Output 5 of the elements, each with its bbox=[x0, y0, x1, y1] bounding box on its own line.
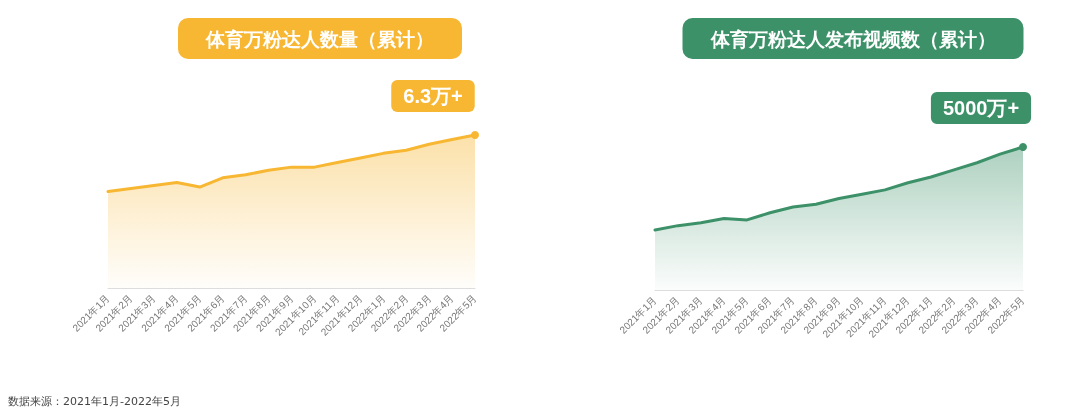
chart-title: 体育万粉达人发布视频数（累计） bbox=[709, 27, 996, 50]
chart-title: 体育万粉达人数量（累计） bbox=[205, 27, 434, 50]
annotation: 6.3万+ bbox=[403, 85, 463, 107]
annotation: 5000万+ bbox=[942, 97, 1020, 119]
source-note: 数据来源：2021年1月-2022年5月 bbox=[8, 394, 181, 409]
